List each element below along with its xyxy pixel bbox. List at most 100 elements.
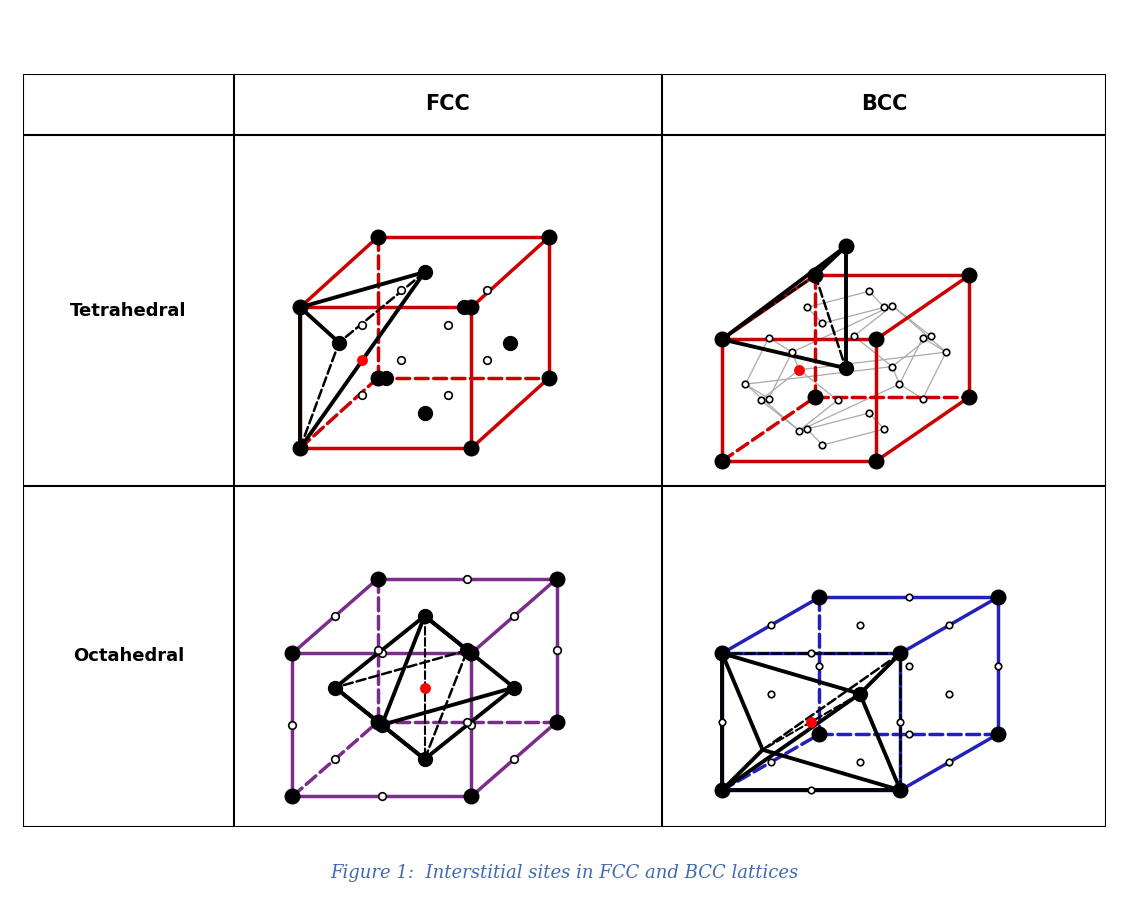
Point [548, 572, 566, 586]
Point [353, 388, 371, 403]
Point [291, 441, 309, 456]
Point [790, 362, 808, 377]
Point [811, 658, 829, 673]
Point [851, 618, 869, 632]
Point [961, 390, 979, 404]
Point [373, 646, 391, 661]
Point [353, 353, 371, 368]
Point [415, 608, 434, 623]
Point [373, 718, 391, 732]
Point [752, 392, 770, 407]
Point [891, 377, 909, 391]
Point [760, 331, 778, 346]
Point [851, 754, 869, 769]
Text: Figure 1:  Interstitial sites in FCC and BCC lattices: Figure 1: Interstitial sites in FCC and … [331, 864, 798, 882]
Point [714, 454, 732, 469]
Point [900, 658, 918, 673]
Point [811, 590, 829, 605]
Point [505, 680, 523, 695]
Point [892, 714, 910, 729]
Point [989, 658, 1007, 673]
Point [283, 718, 301, 732]
Point [940, 686, 959, 701]
Point [806, 268, 824, 283]
Point [369, 230, 387, 244]
Text: BCC: BCC [861, 95, 908, 115]
Point [940, 754, 959, 769]
Point [803, 783, 821, 798]
Point [883, 299, 901, 313]
Point [439, 388, 457, 403]
Point [900, 590, 918, 605]
Point [462, 300, 480, 314]
Point [790, 362, 808, 377]
Point [455, 300, 473, 314]
Point [353, 318, 371, 333]
Point [291, 300, 309, 314]
Point [326, 680, 344, 695]
Point [501, 335, 519, 350]
Point [762, 686, 780, 701]
Point [806, 390, 824, 404]
Point [867, 454, 885, 469]
Point [837, 361, 855, 376]
Point [762, 754, 780, 769]
Point [921, 329, 939, 344]
Point [937, 345, 955, 359]
Point [369, 714, 387, 729]
Point [892, 783, 910, 798]
Point [892, 646, 910, 661]
Point [392, 282, 410, 297]
Point [803, 714, 821, 729]
Point [326, 752, 344, 766]
Point [813, 316, 831, 331]
Point [875, 422, 893, 437]
Point [829, 392, 847, 407]
Point [548, 714, 566, 729]
Point [373, 789, 391, 804]
Point [803, 714, 821, 729]
Point [377, 370, 395, 385]
Point [462, 789, 480, 804]
Point [415, 752, 434, 766]
Point [860, 284, 878, 299]
Point [961, 268, 979, 283]
Point [540, 230, 558, 244]
Point [900, 727, 918, 742]
Point [883, 359, 901, 374]
Point [458, 714, 476, 729]
Point [415, 405, 434, 420]
Point [798, 422, 816, 437]
Point [913, 331, 931, 346]
Point [803, 646, 821, 661]
Point [714, 646, 732, 661]
Point [784, 345, 802, 359]
Point [548, 642, 566, 657]
Point [478, 282, 496, 297]
Point [875, 300, 893, 314]
Point [478, 353, 496, 368]
Point [505, 608, 523, 623]
Point [989, 590, 1007, 605]
Point [813, 437, 831, 452]
Point [462, 646, 480, 661]
Point [913, 391, 931, 406]
Point [369, 642, 387, 657]
Point [760, 391, 778, 406]
Point [844, 329, 863, 344]
Point [860, 405, 878, 420]
Point [439, 318, 457, 333]
Point [867, 332, 885, 346]
Point [283, 646, 301, 661]
Point [790, 424, 808, 438]
Point [714, 783, 732, 798]
Point [415, 265, 434, 279]
Text: FCC: FCC [426, 95, 471, 115]
Point [330, 335, 348, 350]
Point [736, 377, 754, 391]
Point [369, 370, 387, 385]
Point [369, 572, 387, 586]
Point [989, 727, 1007, 742]
Text: Tetrahedral: Tetrahedral [70, 301, 186, 320]
Point [811, 727, 829, 742]
